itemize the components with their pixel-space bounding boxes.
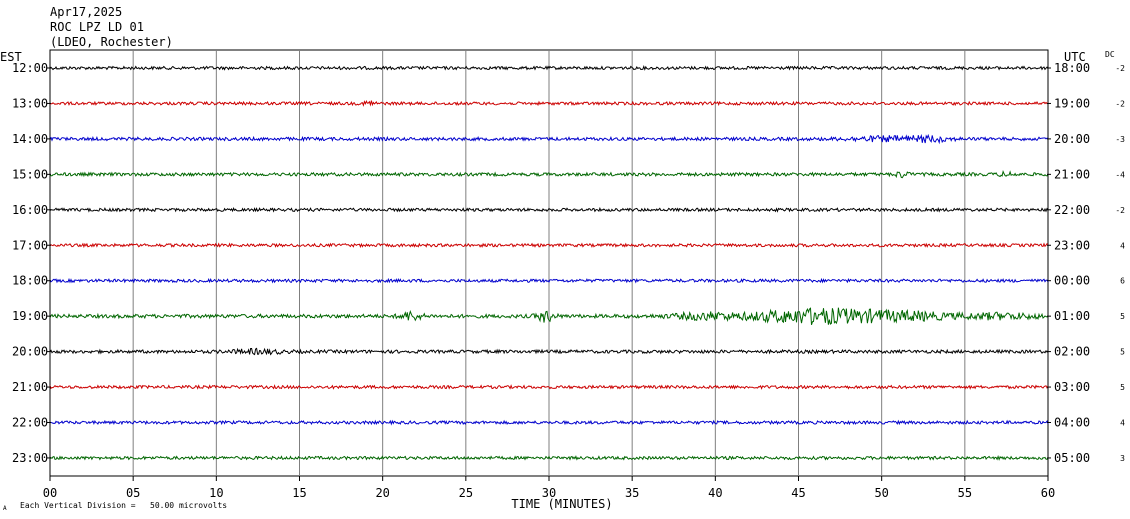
est-label-row-9: 21:00 — [12, 380, 48, 394]
utc-label-row-3: 21:00 — [1054, 167, 1090, 181]
dc-value-row-10: 4 — [1120, 419, 1125, 428]
trace-row-8 — [49, 347, 1049, 356]
dc-value-row-11: 3 — [1120, 454, 1125, 463]
est-label-row-5: 17:00 — [12, 238, 48, 252]
est-label-row-6: 18:00 — [12, 274, 48, 288]
utc-label-row-10: 04:00 — [1054, 416, 1090, 430]
utc-label-row-4: 22:00 — [1054, 203, 1090, 217]
grid-layer — [49, 49, 1049, 477]
dc-value-row-4: -2 — [1115, 206, 1125, 215]
trace-row-1 — [49, 99, 1049, 107]
x-tick-label-5: 05 — [126, 486, 140, 500]
trace-row-11 — [49, 454, 1049, 461]
x-tick-label-0: 00 — [43, 486, 57, 500]
est-label-row-4: 16:00 — [12, 203, 48, 217]
est-label-row-8: 20:00 — [12, 345, 48, 359]
x-tick-label-60: 60 — [1041, 486, 1055, 500]
est-label-row-1: 13:00 — [12, 96, 48, 110]
est-label-row-10: 22:00 — [12, 416, 48, 430]
utc-label-row-9: 03:00 — [1054, 380, 1090, 394]
trace-row-10 — [49, 419, 1049, 426]
x-tick-label-40: 40 — [708, 486, 722, 500]
utc-label-row-5: 23:00 — [1054, 238, 1090, 252]
trace-row-9 — [49, 384, 1049, 390]
est-label-row-3: 15:00 — [12, 167, 48, 181]
trace-row-3 — [49, 170, 1049, 179]
header-station: ROC LPZ LD 01 — [50, 20, 144, 34]
header-date: Apr17,2025 — [50, 5, 122, 19]
trace-row-7 — [49, 307, 1049, 326]
x-tick-label-45: 45 — [791, 486, 805, 500]
trace-row-4 — [49, 206, 1049, 213]
utc-label-row-11: 05:00 — [1054, 451, 1090, 465]
utc-label-row-2: 20:00 — [1054, 132, 1090, 146]
est-label-row-11: 23:00 — [12, 451, 48, 465]
x-tick-label-15: 15 — [292, 486, 306, 500]
right-timezone-label: UTC — [1064, 50, 1086, 64]
x-tick-label-50: 50 — [874, 486, 888, 500]
dc-value-row-9: 5 — [1120, 383, 1125, 392]
x-tick-label-30: 30 — [542, 486, 556, 500]
est-label-row-0: 12:00 — [12, 61, 48, 75]
dc-value-row-1: -2 — [1115, 99, 1125, 108]
utc-label-row-8: 02:00 — [1054, 345, 1090, 359]
dc-value-row-0: -2 — [1115, 64, 1125, 73]
trace-row-6 — [49, 277, 1049, 284]
x-tick-label-55: 55 — [958, 486, 972, 500]
logo-mark: A — [3, 505, 7, 512]
x-tick-label-20: 20 — [375, 486, 389, 500]
left-timezone-label: EST — [0, 50, 22, 64]
row-labels-layer: 12:00 18:00 -2 13:00 19:00 -2 14:00 20:00 -3 15:0… — [12, 61, 1125, 465]
dc-offset-label: DC — [1105, 50, 1115, 59]
dc-value-row-6: 6 — [1120, 277, 1125, 286]
scale-note: Each Vertical Division = 50.00 microvolt… — [20, 501, 227, 510]
est-label-row-7: 19:00 — [12, 309, 48, 323]
utc-label-row-6: 00:00 — [1054, 274, 1090, 288]
traces-layer — [49, 64, 1049, 461]
x-tick-label-35: 35 — [625, 486, 639, 500]
trace-row-0 — [49, 64, 1049, 71]
header-network: (LDEO, Rochester) — [50, 35, 173, 49]
x-tick-label-10: 10 — [209, 486, 223, 500]
trace-row-5 — [49, 242, 1049, 249]
utc-label-row-0: 18:00 — [1054, 61, 1090, 75]
x-tick-label-25: 25 — [459, 486, 473, 500]
dc-value-row-5: 4 — [1120, 241, 1125, 250]
dc-value-row-8: 5 — [1120, 348, 1125, 357]
utc-label-row-7: 01:00 — [1054, 309, 1090, 323]
dc-value-row-3: -4 — [1115, 170, 1125, 179]
utc-label-row-1: 19:00 — [1054, 96, 1090, 110]
x-axis-ticks: 00 05 10 15 20 25 30 35 40 45 50 55 60 — [43, 476, 1055, 500]
x-axis-label: TIME (MINUTES) — [511, 497, 612, 511]
est-label-row-2: 14:00 — [12, 132, 48, 146]
dc-value-row-7: 5 — [1120, 312, 1125, 321]
dc-value-row-2: -3 — [1115, 135, 1125, 144]
trace-row-2 — [49, 133, 1049, 145]
